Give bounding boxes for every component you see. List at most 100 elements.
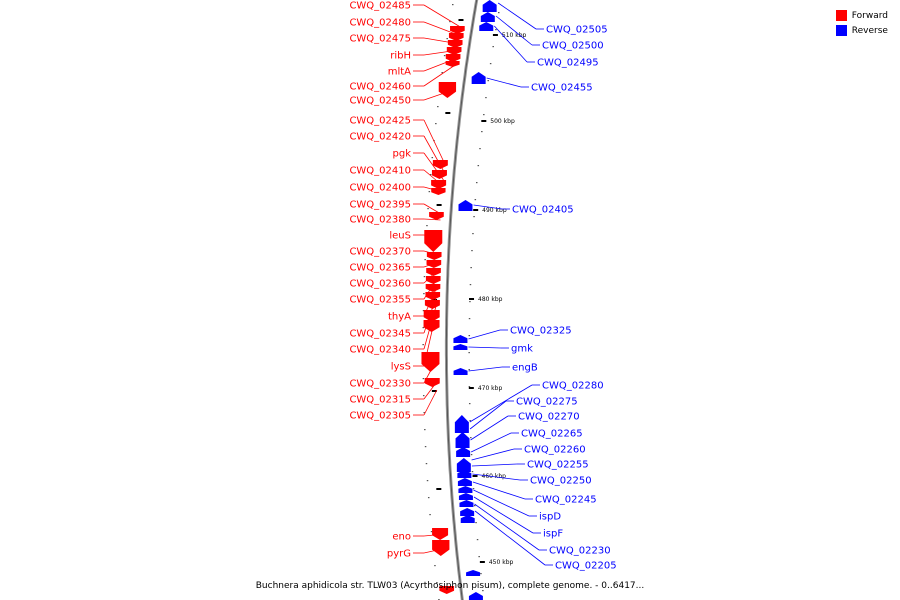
minor-dot bbox=[429, 514, 431, 516]
forward-gene-arrow bbox=[425, 284, 441, 292]
reverse-gene-arrow bbox=[458, 200, 473, 211]
forward-leader bbox=[423, 389, 438, 416]
reverse-leader bbox=[497, 2, 537, 30]
reverse-leader bbox=[468, 346, 502, 349]
forward-gene-label: CWQ_02340 bbox=[349, 345, 411, 356]
minor-dot bbox=[468, 369, 470, 371]
forward-leader bbox=[423, 135, 445, 173]
minor-dot bbox=[468, 352, 470, 354]
forward-leader bbox=[423, 381, 438, 400]
forward-gene-label: CWQ_02305 bbox=[349, 411, 411, 422]
forward-leader bbox=[423, 359, 437, 384]
minor-dot bbox=[470, 267, 472, 269]
forward-gene-label: ribH bbox=[390, 51, 411, 62]
forward-gene-arrow bbox=[429, 212, 444, 220]
minor-dot bbox=[470, 454, 473, 456]
minor-dot bbox=[452, 4, 454, 6]
minor-dot bbox=[472, 233, 474, 235]
kbp-tick bbox=[492, 34, 498, 36]
minor-dot bbox=[473, 216, 475, 218]
minor-dot bbox=[473, 505, 476, 507]
reverse-leader bbox=[486, 77, 522, 88]
forward-leader bbox=[423, 218, 441, 221]
reverse-gene-arrow bbox=[457, 470, 472, 478]
forward-leader bbox=[423, 250, 439, 256]
reverse-leader bbox=[473, 489, 530, 517]
minor-dot bbox=[424, 446, 427, 448]
reverse-leader bbox=[469, 384, 533, 423]
minor-dot bbox=[468, 386, 471, 388]
forward-gene-arrow bbox=[439, 586, 455, 594]
kbp-tick-label: 470 kbp bbox=[478, 385, 503, 392]
minor-dot bbox=[477, 165, 480, 167]
forward-gene-arrow bbox=[421, 352, 440, 372]
forward-gene-label: CWQ_02330 bbox=[349, 379, 411, 390]
minor-dot bbox=[422, 310, 425, 312]
forward-gene-arrow bbox=[432, 528, 449, 540]
minor-dot bbox=[424, 429, 426, 431]
forward-leader bbox=[423, 89, 454, 101]
minor-dot bbox=[425, 463, 428, 465]
forward-gene-label: lysS bbox=[391, 362, 411, 373]
reverse-leader bbox=[494, 25, 528, 63]
minor-dot bbox=[495, 29, 497, 31]
reverse-gene-arrow bbox=[458, 493, 473, 500]
reverse-leader bbox=[470, 415, 509, 441]
reverse-gene-label: CWQ_02325 bbox=[510, 326, 572, 337]
reverse-gene-arrow bbox=[460, 508, 475, 516]
forward-gene-label: CWQ_02365 bbox=[349, 263, 411, 274]
forward-gene-arrow bbox=[425, 276, 441, 284]
forward-gene-arrow bbox=[423, 310, 440, 322]
forward-gene-arrow bbox=[438, 82, 457, 98]
forward-gene-label: CWQ_02475 bbox=[349, 34, 411, 45]
reverse-gene-arrow bbox=[466, 570, 481, 576]
reverse-gene-arrow bbox=[468, 592, 483, 600]
forward-leader bbox=[423, 261, 439, 268]
reverse-swatch-icon bbox=[835, 25, 847, 36]
legend: Forward Reverse bbox=[835, 8, 888, 38]
forward-gene-label: CWQ_02380 bbox=[349, 215, 411, 226]
forward-gene-label: CWQ_02395 bbox=[349, 200, 411, 211]
forward-gene-label: CWQ_02460 bbox=[349, 82, 411, 93]
forward-leader bbox=[423, 309, 438, 367]
reverse-gene-label: CWQ_02455 bbox=[531, 83, 593, 94]
minor-dot bbox=[487, 80, 489, 82]
minor-dot bbox=[469, 420, 471, 422]
minor-dot bbox=[468, 403, 471, 405]
map-caption: Buchnera aphidicola str. TLW03 (Acyrthos… bbox=[255, 581, 645, 591]
forward-gene-label: thyA bbox=[388, 312, 411, 323]
reverse-gene-label: CWQ_02250 bbox=[530, 476, 592, 487]
minor-dot bbox=[430, 531, 433, 533]
reverse-gene-arrow bbox=[456, 447, 471, 457]
reverse-gene-arrow bbox=[482, 0, 497, 12]
reverse-gene-label: CWQ_02505 bbox=[546, 25, 608, 36]
forward-gene-label: CWQ_02345 bbox=[349, 329, 411, 340]
minor-dot bbox=[446, 38, 448, 40]
minor-dot bbox=[422, 378, 425, 380]
reverse-leader bbox=[469, 400, 507, 430]
minor-dot bbox=[428, 191, 431, 193]
forward-leader bbox=[423, 152, 444, 181]
minor-dot bbox=[423, 293, 425, 295]
reverse-gene-arrow bbox=[460, 515, 475, 523]
minor-dot bbox=[429, 174, 432, 176]
reverse-gene-arrow bbox=[480, 12, 495, 22]
minor-dot bbox=[492, 46, 494, 48]
minor-dot bbox=[443, 55, 446, 57]
forward-leader bbox=[423, 277, 438, 300]
forward-gene-label: CWQ_02360 bbox=[349, 279, 411, 290]
reverse-gene-arrow bbox=[471, 72, 486, 84]
forward-gene-label: CWQ_02480 bbox=[349, 18, 411, 29]
reverse-gene-label: CWQ_02265 bbox=[521, 429, 583, 440]
minor-dot bbox=[469, 284, 472, 286]
kbp-tick-label: 480 kbp bbox=[478, 296, 503, 303]
minor-dot bbox=[423, 412, 425, 414]
minor-tick bbox=[436, 204, 442, 206]
minor-dot bbox=[472, 488, 475, 490]
forward-leader bbox=[423, 269, 439, 284]
legend-label-reverse: Reverse bbox=[851, 25, 888, 36]
reverse-leader bbox=[474, 510, 546, 566]
minor-dot bbox=[424, 259, 426, 261]
